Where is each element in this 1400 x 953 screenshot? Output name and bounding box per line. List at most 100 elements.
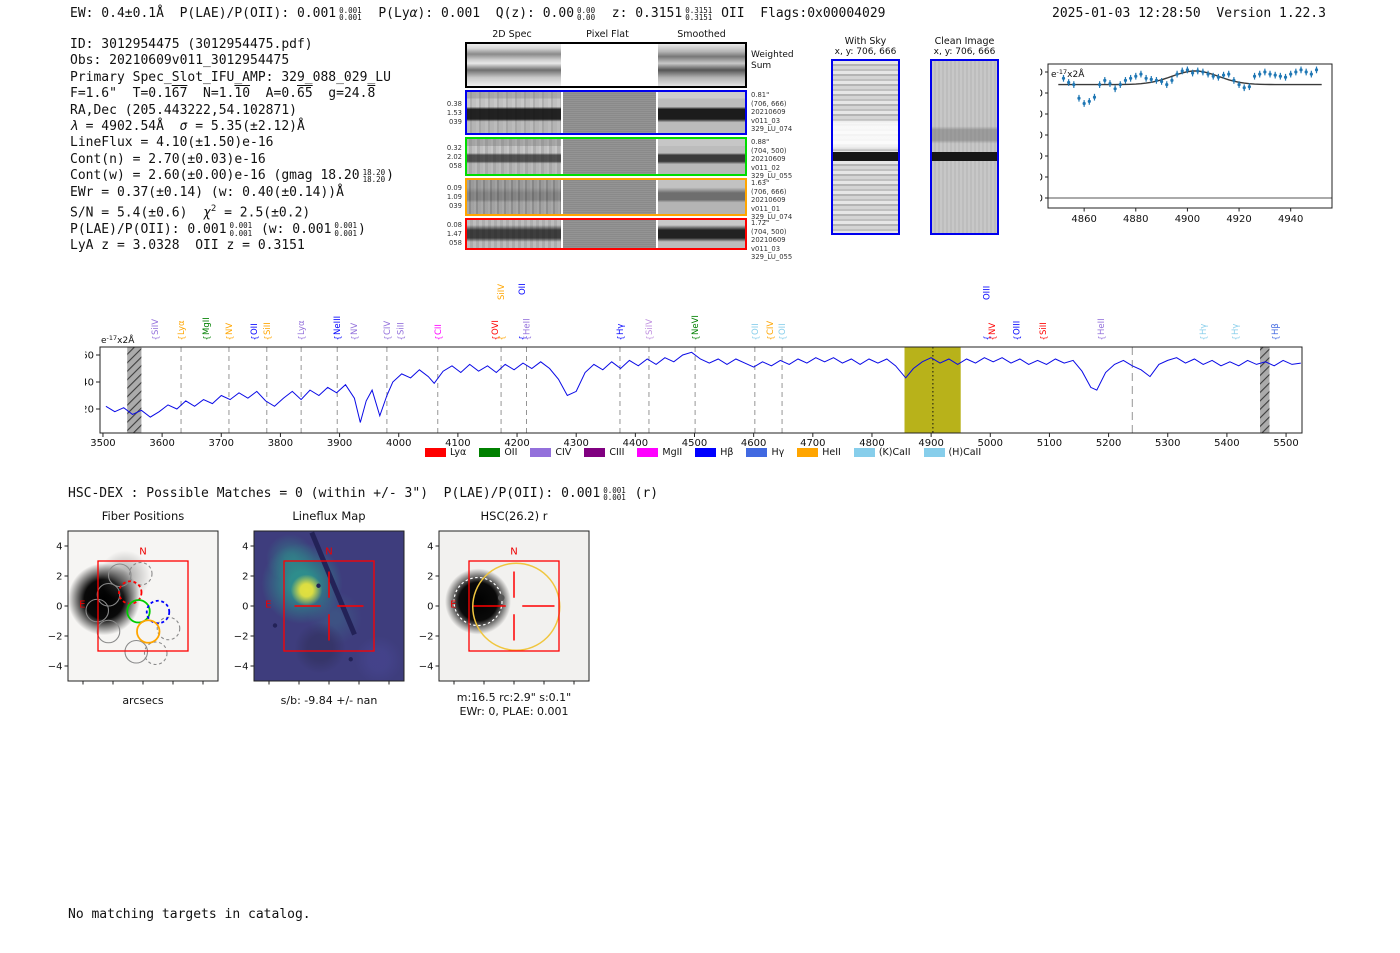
- line-label: SiII: [397, 322, 407, 335]
- fiber-strip-row: [465, 218, 747, 250]
- data-point: [1304, 70, 1308, 74]
- fiber-circle: [143, 641, 168, 666]
- fiber-circle: [126, 599, 151, 624]
- x-tick-label: 5200: [1096, 438, 1121, 449]
- data-point: [1216, 75, 1220, 79]
- y-tick-label: 10: [1040, 173, 1043, 184]
- fiber-row-weights: 0.32 2.02 058: [446, 143, 462, 170]
- report-header-summary: EW: 0.4±0.1Å P(LAE)/P(OII): 0.001 0.001 0.…: [70, 5, 886, 22]
- data-point: [1309, 72, 1313, 76]
- fiber-circle: [136, 619, 161, 644]
- clean-image-title: Clean Image: [934, 36, 995, 47]
- info-line: Obs: 20210609v011_3012954475: [70, 53, 290, 69]
- y-tick-label: 4: [56, 542, 62, 553]
- line-label-brace: {: [333, 335, 342, 340]
- cutout-content: NE: [445, 546, 561, 652]
- line-label: OII: [518, 283, 528, 295]
- line-label-brace: {: [691, 335, 700, 340]
- legend-swatch: [746, 448, 768, 457]
- line-label: CII: [434, 324, 444, 335]
- line-label: Hγ: [616, 324, 626, 335]
- line-label: CIV: [766, 321, 776, 335]
- info-line: ID: 3012954475 (3012954475.pdf): [70, 37, 313, 52]
- legend-label: Hβ: [720, 447, 734, 458]
- info-line: Cont(n) = 2.70(±0.03)e-16: [70, 151, 266, 167]
- data-point: [1314, 68, 1319, 72]
- y-tick-label: 30: [1040, 131, 1043, 142]
- line-label: Hγ: [1199, 324, 1209, 335]
- x-tick-label: 4100: [445, 438, 470, 449]
- y-tick-label: 2: [242, 572, 248, 583]
- col-header-2d-spec: 2D Spec: [492, 29, 532, 40]
- legend-swatch: [637, 448, 659, 457]
- data-point: [1247, 85, 1251, 89]
- y-tick-label: 4: [242, 542, 248, 553]
- stacked-limits: 0.001 0.001: [339, 5, 362, 22]
- clean-image-texture: [932, 61, 997, 233]
- x-tick-label: 3700: [209, 438, 234, 449]
- line-label: CIV: [383, 321, 393, 335]
- clean-image-emission-band: [932, 152, 997, 162]
- legend-swatch: [425, 448, 446, 457]
- line-label: OII: [250, 323, 260, 335]
- gaussian-fit-line: [1058, 70, 1322, 86]
- data-point: [1242, 86, 1246, 90]
- line-label: SiIV: [497, 284, 507, 300]
- legend-swatch: [695, 448, 717, 457]
- legend-swatch: [797, 448, 819, 457]
- fiber-strip-row: [465, 137, 747, 176]
- masked-region-band: [127, 347, 142, 433]
- line-label: NeIII: [333, 316, 343, 335]
- data-point: [1067, 80, 1071, 85]
- stacked-limits: 0.00 0.00: [577, 5, 596, 22]
- stacked-limits: 0.3151 0.3151: [685, 5, 713, 22]
- line-label: HeII: [1097, 318, 1107, 335]
- y-tick-label: 20: [85, 405, 94, 416]
- legend-swatch: [530, 448, 552, 457]
- data-point: [1154, 78, 1159, 82]
- segmentation-outline: [453, 576, 503, 627]
- hsc-cutout-plot: NE−4−4−2−2002244: [419, 530, 590, 685]
- y-axis-units-label: e-17x2Å: [1051, 68, 1085, 80]
- north-label: N: [510, 546, 517, 557]
- stacked-limits: 18.20 18.20: [362, 167, 386, 185]
- y-tick-label: 50: [1040, 89, 1043, 100]
- fiber-pixel-flat-image: [563, 139, 656, 174]
- plot-frame: [99, 346, 1303, 434]
- ifu-extent-square: [97, 560, 189, 652]
- faint-knot: [497, 594, 505, 602]
- data-point: [1196, 69, 1200, 73]
- artifact-stripe: [309, 531, 357, 636]
- info-line: RA,Dec (205.443222,54.102871): [70, 102, 297, 118]
- fiber-2d-spec-image: [467, 180, 561, 214]
- line-label: Lyα: [297, 320, 307, 335]
- y-tick-label: 20: [1040, 152, 1043, 163]
- data-point: [1252, 74, 1257, 78]
- x-tick-label: 4300: [563, 438, 588, 449]
- x-tick-label: 4880: [1123, 214, 1148, 225]
- legend-label: Hγ: [771, 447, 785, 458]
- line-label-brace: {: [616, 335, 625, 340]
- spectrum-line-legend: Lyα OII CIV CIII MgII Hβ Hγ HeII (K)CaII (H)CaII: [425, 447, 981, 458]
- data-point: [1289, 72, 1293, 76]
- data-point: [1175, 72, 1179, 76]
- y-tick-label: 2: [56, 572, 62, 583]
- y-tick-label: 2: [427, 572, 433, 583]
- detection-info-block: ID: 3012954475 (3012954475.pdf) Obs: 2021…: [70, 37, 394, 255]
- line-label: OIII: [983, 286, 993, 300]
- x-tick-label: 3800: [268, 438, 293, 449]
- y-tick-label: 0: [56, 602, 62, 613]
- legend-item: Lyα: [425, 447, 466, 458]
- fiber-2d-spec-image: [467, 220, 561, 248]
- line-label-brace: {: [523, 335, 532, 340]
- data-point: [1268, 72, 1272, 76]
- fiber-pixel-flat-image: [563, 92, 656, 133]
- fiber-circle: [156, 616, 181, 641]
- fiber-row-weights: 0.38 1.53 039: [446, 99, 462, 126]
- with-sky-emission-band: [833, 152, 898, 162]
- line-label-brace: {: [1199, 335, 1208, 340]
- x-tick-label: 4900: [918, 438, 943, 449]
- data-point: [1201, 70, 1205, 74]
- legend-item: CIV: [530, 447, 571, 458]
- stacked-limits: 0.001 0.001: [229, 221, 253, 238]
